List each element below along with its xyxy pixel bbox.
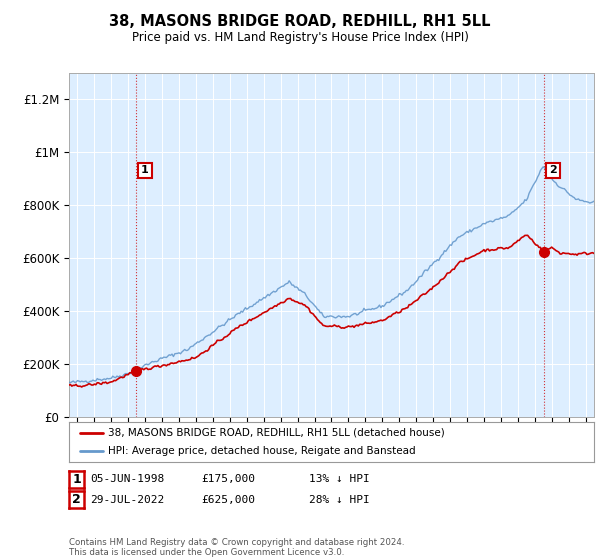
- Text: 29-JUL-2022: 29-JUL-2022: [90, 494, 164, 505]
- Text: 13% ↓ HPI: 13% ↓ HPI: [309, 474, 370, 484]
- Text: 28% ↓ HPI: 28% ↓ HPI: [309, 494, 370, 505]
- Text: Price paid vs. HM Land Registry's House Price Index (HPI): Price paid vs. HM Land Registry's House …: [131, 31, 469, 44]
- Text: 38, MASONS BRIDGE ROAD, REDHILL, RH1 5LL (detached house): 38, MASONS BRIDGE ROAD, REDHILL, RH1 5LL…: [109, 428, 445, 437]
- Text: 2: 2: [72, 493, 81, 506]
- Text: Contains HM Land Registry data © Crown copyright and database right 2024.
This d: Contains HM Land Registry data © Crown c…: [69, 538, 404, 557]
- Text: 1: 1: [141, 165, 149, 175]
- Text: HPI: Average price, detached house, Reigate and Banstead: HPI: Average price, detached house, Reig…: [109, 446, 416, 456]
- Text: 2: 2: [549, 165, 557, 175]
- Text: 05-JUN-1998: 05-JUN-1998: [90, 474, 164, 484]
- Text: £175,000: £175,000: [201, 474, 255, 484]
- Text: 38, MASONS BRIDGE ROAD, REDHILL, RH1 5LL: 38, MASONS BRIDGE ROAD, REDHILL, RH1 5LL: [109, 14, 491, 29]
- Text: £625,000: £625,000: [201, 494, 255, 505]
- Text: 1: 1: [72, 473, 81, 486]
